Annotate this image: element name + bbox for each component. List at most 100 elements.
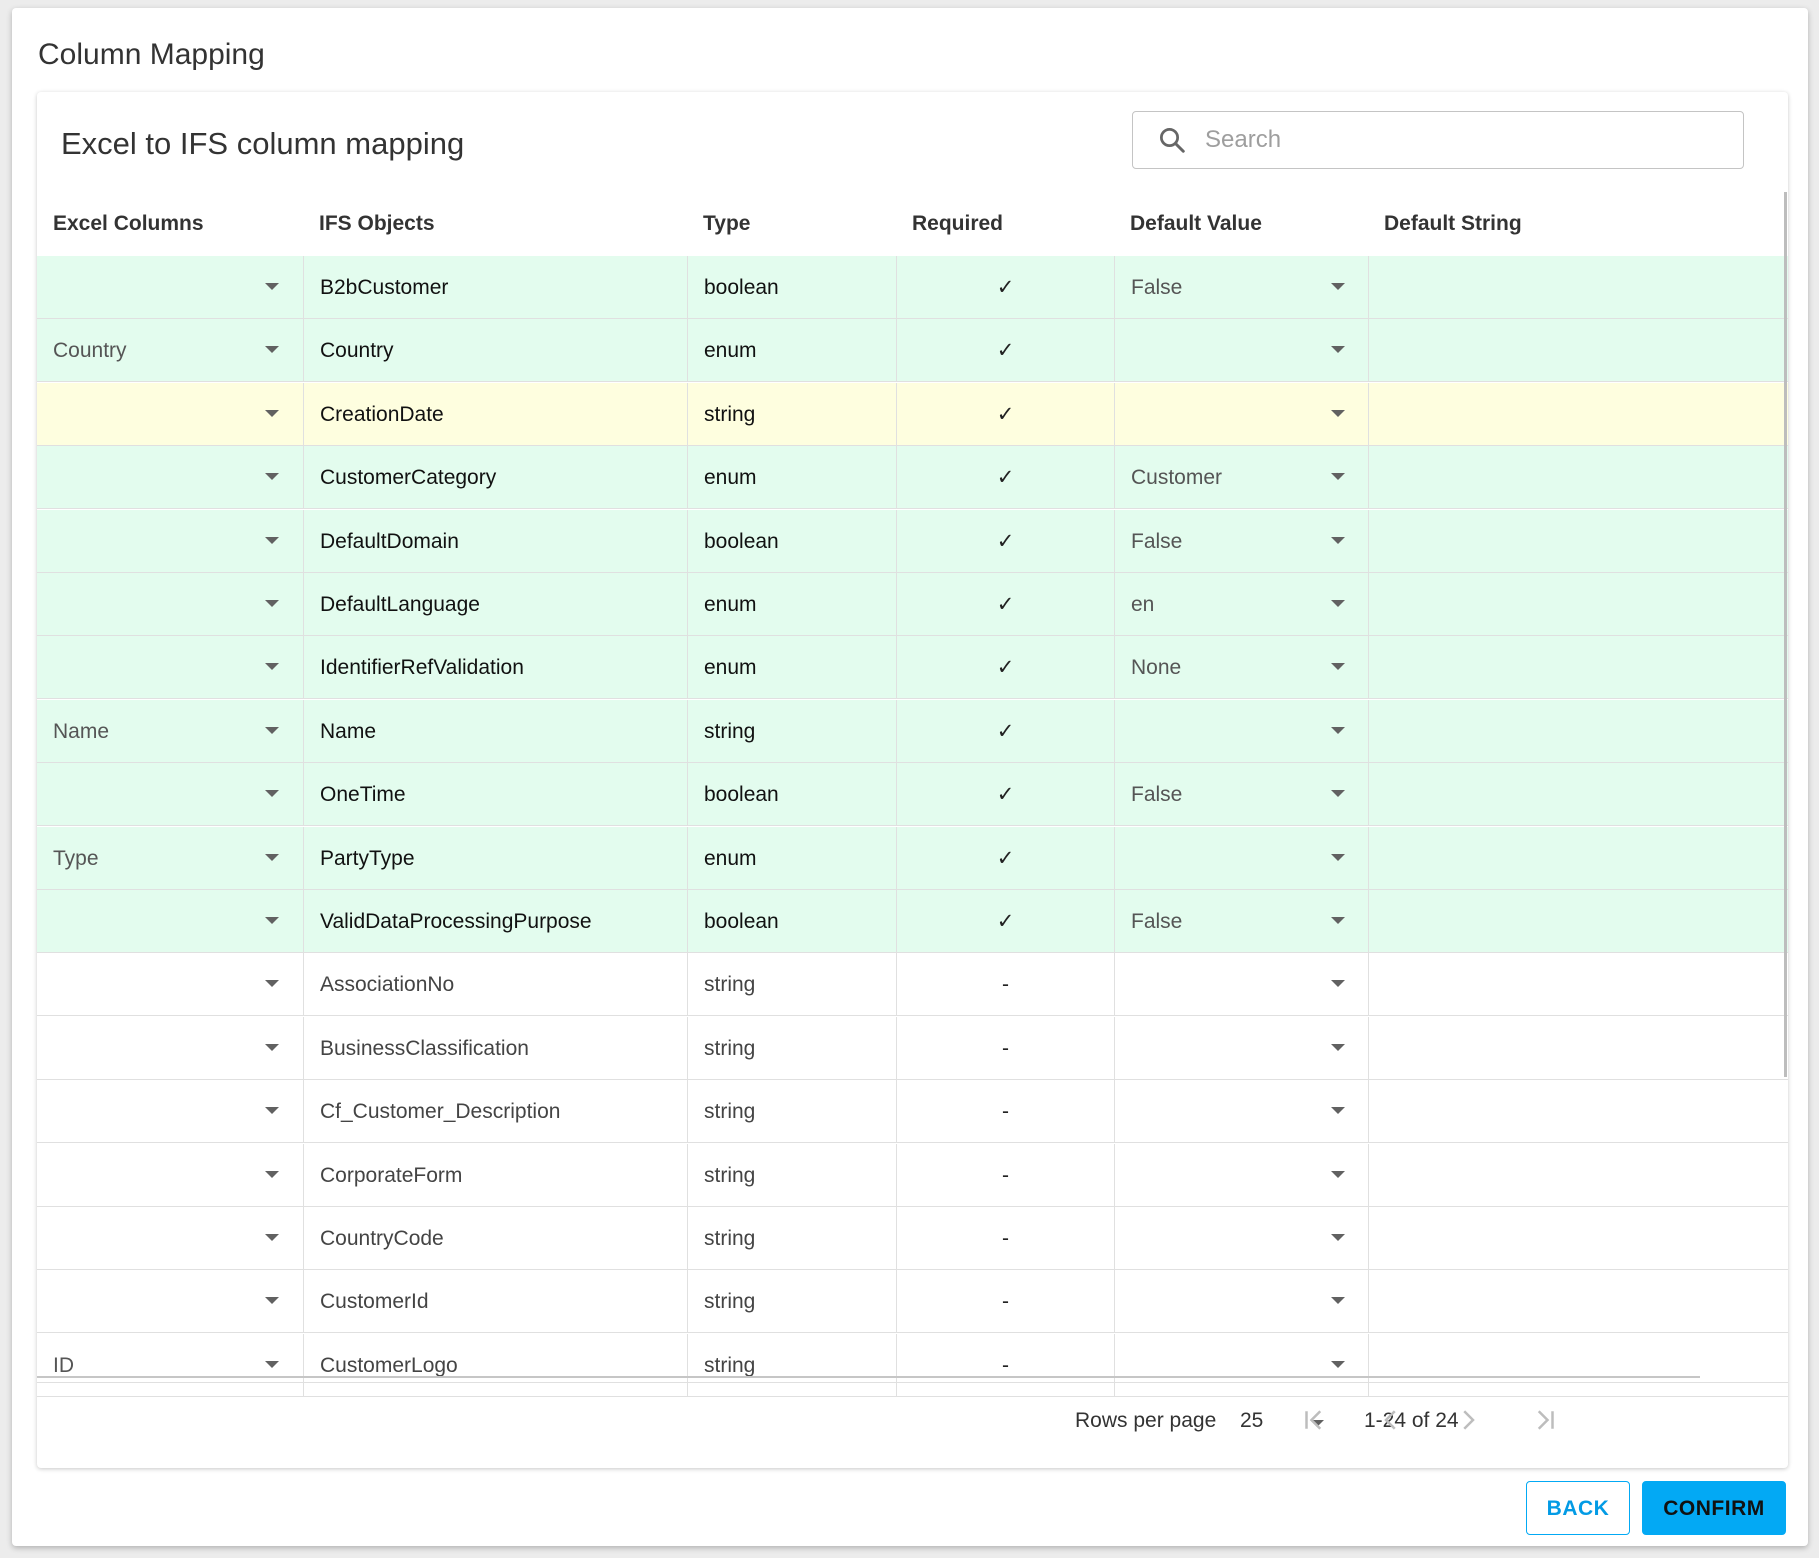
default-string-cell[interactable] <box>1368 763 1788 826</box>
default-string-cell[interactable] <box>1368 636 1788 699</box>
chevron-down-icon[interactable] <box>265 980 279 987</box>
chevron-down-icon[interactable] <box>265 854 279 861</box>
table-row[interactable]: Country Country enum ✓ <box>37 319 1788 382</box>
default-string-cell[interactable] <box>1368 1270 1788 1333</box>
default-value-select[interactable]: False <box>1114 510 1368 573</box>
chevron-down-icon[interactable] <box>1331 917 1345 924</box>
excel-column-select[interactable] <box>37 636 303 699</box>
chevron-down-icon[interactable] <box>265 283 279 290</box>
chevron-down-icon[interactable] <box>265 1107 279 1114</box>
search-input[interactable] <box>1203 125 1707 155</box>
chevron-down-icon[interactable] <box>1331 980 1345 987</box>
excel-column-select[interactable] <box>37 510 303 573</box>
chevron-down-icon[interactable] <box>1331 663 1345 670</box>
excel-column-select[interactable] <box>37 890 303 953</box>
chevron-down-icon[interactable] <box>1331 1297 1345 1304</box>
chevron-down-icon[interactable] <box>265 917 279 924</box>
chevron-down-icon[interactable] <box>1331 283 1345 290</box>
horizontal-scrollbar[interactable] <box>37 1376 1700 1378</box>
back-button[interactable]: BACK <box>1526 1481 1630 1535</box>
chevron-down-icon[interactable] <box>1331 1044 1345 1051</box>
chevron-down-icon[interactable] <box>1331 1107 1345 1114</box>
chevron-down-icon[interactable] <box>1331 537 1345 544</box>
column-header-default-string[interactable]: Default String <box>1384 212 1522 235</box>
table-row[interactable]: CreationDate string ✓ <box>37 383 1788 446</box>
default-string-cell[interactable] <box>1368 1080 1788 1143</box>
column-header-default-value[interactable]: Default Value <box>1130 212 1262 235</box>
table-row[interactable]: CustomerId string - <box>37 1270 1788 1333</box>
excel-column-select[interactable] <box>37 256 303 319</box>
table-row[interactable]: AssociationNo string - <box>37 953 1788 1016</box>
excel-column-select[interactable] <box>37 953 303 1016</box>
default-string-cell[interactable] <box>1368 890 1788 953</box>
table-row[interactable]: DefaultDomain boolean ✓ False <box>37 510 1788 573</box>
default-value-select[interactable] <box>1114 1207 1368 1270</box>
chevron-down-icon[interactable] <box>1331 1171 1345 1178</box>
chevron-down-icon[interactable] <box>265 1171 279 1178</box>
excel-column-select[interactable] <box>37 1017 303 1080</box>
excel-column-select[interactable]: Country <box>37 319 303 382</box>
column-header-required[interactable]: Required <box>912 212 1004 235</box>
column-header-ifs-objects[interactable]: IFS Objects <box>319 212 435 235</box>
default-value-select[interactable] <box>1114 1334 1368 1397</box>
chevron-down-icon[interactable] <box>265 790 279 797</box>
table-row[interactable]: ID CustomerLogo string - <box>37 1334 1788 1397</box>
chevron-down-icon[interactable] <box>1331 410 1345 417</box>
default-value-select[interactable] <box>1114 953 1368 1016</box>
chevron-down-icon[interactable] <box>265 1297 279 1304</box>
chevron-down-icon[interactable] <box>265 410 279 417</box>
default-value-select[interactable]: None <box>1114 636 1368 699</box>
column-header-excel-columns[interactable]: Excel Columns <box>53 212 204 235</box>
default-string-cell[interactable] <box>1368 827 1788 890</box>
chevron-down-icon[interactable] <box>1331 727 1345 734</box>
default-value-select[interactable] <box>1114 319 1368 382</box>
last-page-icon[interactable] <box>1530 1405 1560 1435</box>
table-row[interactable]: B2bCustomer boolean ✓ False <box>37 256 1788 319</box>
default-value-select[interactable] <box>1114 827 1368 890</box>
chevron-down-icon[interactable] <box>265 600 279 607</box>
confirm-button[interactable]: CONFIRM <box>1642 1481 1786 1535</box>
chevron-down-icon[interactable] <box>265 663 279 670</box>
table-row[interactable]: Type PartyType enum ✓ <box>37 827 1788 890</box>
default-string-cell[interactable] <box>1368 1144 1788 1207</box>
default-string-cell[interactable] <box>1368 510 1788 573</box>
default-string-cell[interactable] <box>1368 700 1788 763</box>
default-string-cell[interactable] <box>1368 256 1788 319</box>
chevron-down-icon[interactable] <box>265 537 279 544</box>
table-row[interactable]: OneTime boolean ✓ False <box>37 763 1788 826</box>
first-page-icon[interactable] <box>1299 1405 1329 1435</box>
table-row[interactable]: BusinessClassification string - <box>37 1017 1788 1080</box>
default-string-cell[interactable] <box>1368 446 1788 509</box>
chevron-down-icon[interactable] <box>1331 854 1345 861</box>
column-header-type[interactable]: Type <box>703 212 751 235</box>
default-value-select[interactable] <box>1114 383 1368 446</box>
chevron-down-icon[interactable] <box>265 727 279 734</box>
table-row[interactable]: IdentifierRefValidation enum ✓ None <box>37 636 1788 699</box>
default-value-select[interactable] <box>1114 1080 1368 1143</box>
table-row[interactable]: CorporateForm string - <box>37 1144 1788 1207</box>
table-row[interactable]: Name Name string ✓ <box>37 700 1788 763</box>
chevron-down-icon[interactable] <box>1331 600 1345 607</box>
chevron-down-icon[interactable] <box>1331 346 1345 353</box>
chevron-down-icon[interactable] <box>265 1234 279 1241</box>
default-value-select[interactable]: en <box>1114 573 1368 636</box>
excel-column-select[interactable]: ID <box>37 1334 303 1397</box>
excel-column-select[interactable] <box>37 1207 303 1270</box>
chevron-down-icon[interactable] <box>1310 1420 1324 1427</box>
default-string-cell[interactable] <box>1368 1334 1788 1397</box>
default-value-select[interactable] <box>1114 1017 1368 1080</box>
table-row[interactable]: ValidDataProcessingPurpose boolean ✓ False <box>37 890 1788 953</box>
table-row[interactable]: CountryCode string - <box>37 1207 1788 1270</box>
search-box[interactable] <box>1132 111 1744 169</box>
rows-per-page-select[interactable]: 25 <box>1240 1409 1264 1432</box>
default-string-cell[interactable] <box>1368 1017 1788 1080</box>
excel-column-select[interactable] <box>37 1270 303 1333</box>
chevron-down-icon[interactable] <box>1331 790 1345 797</box>
table-row[interactable]: Cf_Customer_Description string - <box>37 1080 1788 1143</box>
excel-column-select[interactable] <box>37 383 303 446</box>
default-string-cell[interactable] <box>1368 953 1788 1016</box>
default-value-select[interactable] <box>1114 1144 1368 1207</box>
chevron-down-icon[interactable] <box>265 1044 279 1051</box>
default-value-select[interactable] <box>1114 1270 1368 1333</box>
chevron-down-icon[interactable] <box>1331 1361 1345 1368</box>
